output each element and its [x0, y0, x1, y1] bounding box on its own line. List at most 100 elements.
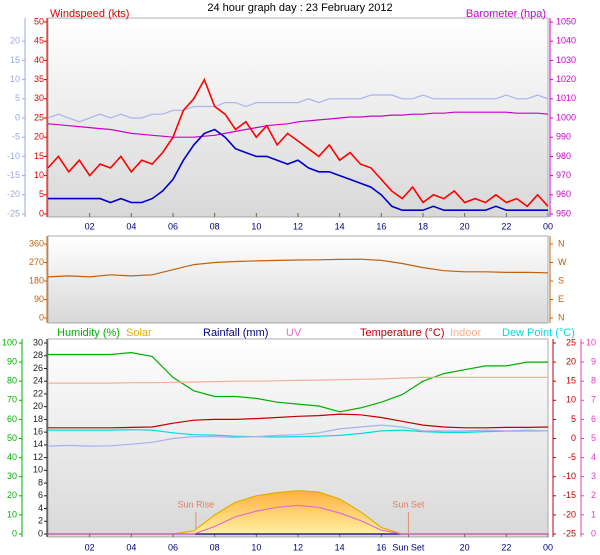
legend-entry: Rainfall (mm) — [203, 327, 268, 339]
y-tick-label: 1 — [591, 509, 596, 519]
plot-background — [47, 17, 549, 218]
y-tick-label: 6 — [38, 490, 43, 500]
y-tick-label: 0 — [15, 112, 20, 122]
y-tick-label: N — [558, 238, 565, 248]
y-tick-label: 20 — [33, 401, 43, 411]
y-tick-label: 3 — [591, 471, 596, 481]
y-tick-label: 25 — [566, 337, 576, 347]
legend-entry: Temperature (°C) — [360, 327, 444, 339]
y-tick-label: 10 — [7, 509, 17, 519]
y-tick-label: 20 — [566, 356, 576, 366]
y-tick-label: 40 — [7, 452, 17, 462]
x-tick-label: 08 — [210, 542, 220, 552]
y-tick-label: -5 — [568, 452, 576, 462]
series-line — [48, 413, 549, 429]
y-tick-label: 10 — [33, 465, 43, 475]
y-tick-label: 8 — [38, 477, 43, 487]
page-title: 24 hour graph day : 23 February 2012 — [207, 2, 392, 14]
y-tick-label: 60 — [7, 414, 17, 424]
series-line — [47, 77, 549, 208]
x-tick-label: 12 — [293, 542, 303, 552]
solar-area — [48, 490, 548, 534]
plot-background — [47, 235, 549, 324]
y-tick-label: -25 — [7, 208, 20, 218]
y-tick-label: 16 — [33, 427, 43, 437]
y-tick-label: 22 — [33, 388, 43, 398]
y-tick-label: 20 — [34, 132, 44, 142]
y-tick-label: 5 — [39, 189, 44, 199]
y-tick-label: 15 — [34, 151, 44, 161]
series-line — [48, 351, 548, 413]
series-line — [48, 128, 548, 211]
legend-entry: Dew Point (°C) — [502, 327, 575, 339]
y-tick-label: 1050 — [556, 16, 576, 26]
y-tick-label: 15 — [10, 55, 20, 65]
y-tick-label: 1030 — [556, 55, 576, 65]
y-tick-label: 0 — [12, 528, 17, 538]
series-line — [48, 429, 548, 438]
x-tick-label: 20 — [460, 221, 470, 231]
y-tick-label: 0 — [38, 528, 43, 538]
y-tick-label: 14 — [33, 439, 43, 449]
y-tick-label: 2 — [591, 490, 596, 500]
y-tick-label: 990 — [556, 132, 571, 142]
x-tick-label: 14 — [335, 542, 345, 552]
y-tick-label: 30 — [34, 93, 44, 103]
y-tick-label: 1010 — [556, 93, 576, 103]
y-tick-label: 270 — [29, 257, 44, 267]
y-tick-label: -20 — [7, 189, 20, 199]
legend-entry: Humidity (%) — [57, 327, 120, 339]
y-tick-label: -10 — [563, 471, 576, 481]
x-tick-label: 20 — [460, 542, 470, 552]
y-tick-label: -25 — [563, 528, 576, 538]
y-tick-label: 50 — [7, 433, 17, 443]
y-tick-label: 5 — [591, 433, 596, 443]
y-tick-label: 18 — [33, 414, 43, 424]
series-line — [47, 258, 549, 278]
y-tick-label: 40 — [34, 55, 44, 65]
y-tick-label: -15 — [7, 170, 20, 180]
y-tick-label: 0 — [39, 208, 44, 218]
x-tick-label: 04 — [126, 221, 136, 231]
y-tick-label: 950 — [556, 208, 571, 218]
y-tick-label: 80 — [7, 376, 17, 386]
y-tick-label: 26 — [33, 363, 43, 373]
annotation: Sun Set — [392, 499, 425, 509]
y-tick-label: -10 — [7, 151, 20, 161]
y-tick-label: 10 — [566, 395, 576, 405]
x-tick-label: 16 — [376, 221, 386, 231]
y-tick-label: 1040 — [556, 36, 576, 46]
x-tick-label: 10 — [251, 221, 261, 231]
x-tick-label: 16 — [376, 542, 386, 552]
x-tick-label: 10 — [251, 542, 261, 552]
x-tick-label: 02 — [85, 221, 95, 231]
y-tick-label: 6 — [591, 414, 596, 424]
y-tick-label: 90 — [34, 294, 44, 304]
y-tick-label: 100 — [2, 337, 17, 347]
y-tick-label: 24 — [33, 376, 43, 386]
y-tick-label: 35 — [34, 74, 44, 84]
y-tick-label: 980 — [556, 151, 571, 161]
legend-entry: Indoor — [450, 327, 482, 339]
x-tick-label: 12 — [293, 221, 303, 231]
y-tick-label: 2 — [38, 516, 43, 526]
annotation: Sun Rise — [178, 499, 215, 509]
y-tick-label: -5 — [12, 132, 20, 142]
y-tick-label: 50 — [34, 16, 44, 26]
x-tick-label: 04 — [126, 542, 136, 552]
y-tick-label: N — [558, 312, 565, 322]
series-line — [47, 424, 549, 447]
y-tick-label: 1000 — [556, 112, 576, 122]
series-line — [48, 504, 548, 535]
y-tick-label: 20 — [7, 490, 17, 500]
y-tick-label: 20 — [10, 36, 20, 46]
x-tick-label: 18 — [418, 221, 428, 231]
y-tick-label: W — [558, 257, 567, 267]
y-tick-label: 10 — [34, 170, 44, 180]
y-tick-label: 30 — [33, 337, 43, 347]
y-tick-label: 4 — [591, 452, 596, 462]
y-tick-label: 7 — [591, 395, 596, 405]
y-tick-label: E — [558, 294, 564, 304]
y-tick-label: 970 — [556, 170, 571, 180]
